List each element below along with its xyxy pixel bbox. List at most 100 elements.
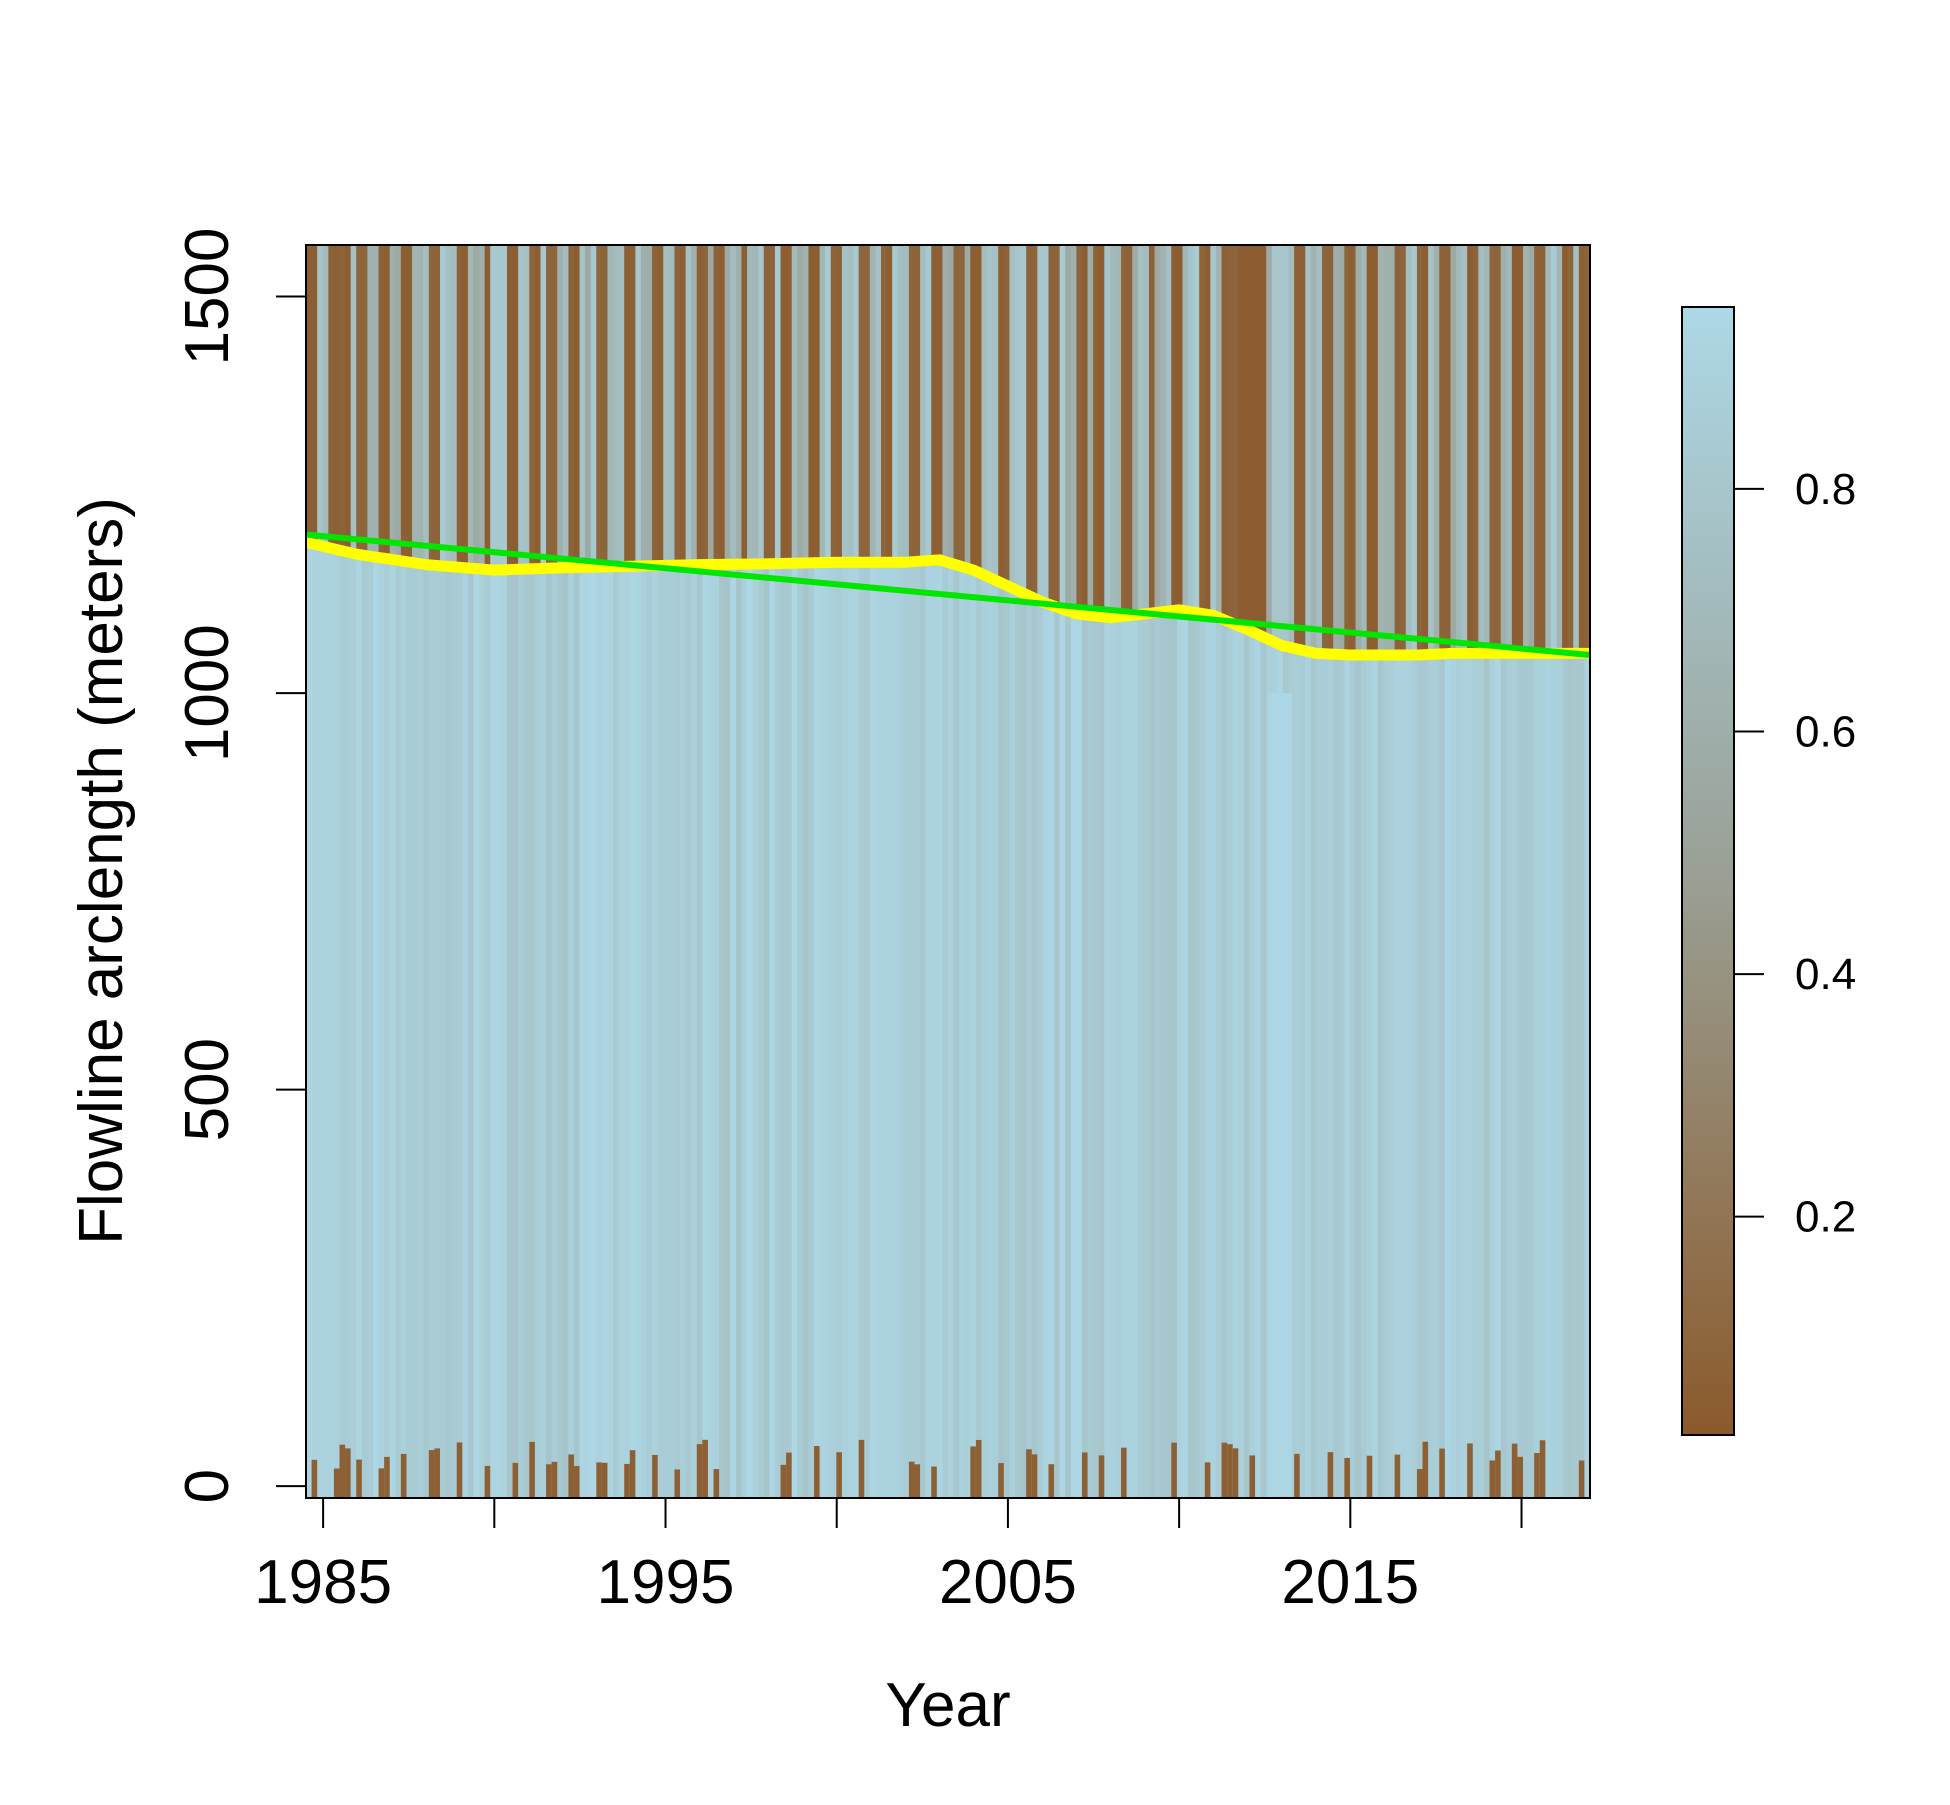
heatmap-cell [1444, 653, 1452, 1498]
heatmap-cell [1411, 245, 1418, 655]
heatmap-cell [590, 245, 597, 568]
heatmap-cell [1260, 245, 1267, 637]
heatmap-cell [1048, 605, 1055, 1498]
heatmap-cell [1539, 1440, 1546, 1498]
heatmap-cell [1495, 1450, 1502, 1498]
heatmap-cell [484, 569, 491, 1498]
heatmap-cell [914, 245, 921, 562]
heatmap-cell [713, 245, 720, 565]
heatmap-cell [685, 564, 692, 1498]
heatmap-cell [495, 570, 502, 1498]
heatmap-cell [406, 245, 413, 563]
heatmap-cell [506, 245, 514, 570]
heatmap-cell [1327, 654, 1334, 1498]
heatmap-cell [830, 562, 837, 1498]
heatmap-cell [1154, 245, 1161, 613]
heatmap-cell [1104, 617, 1111, 1498]
heatmap-cell [395, 560, 402, 1498]
heatmap-cell [417, 245, 424, 564]
heatmap-cell [356, 554, 363, 1498]
heatmap-cell [1294, 245, 1301, 649]
heatmap-cell [975, 245, 983, 573]
heatmap-cell [774, 245, 782, 564]
heatmap-cell [445, 566, 452, 1498]
heatmap-cell [691, 245, 698, 565]
heatmap-cell [1489, 653, 1496, 1498]
heatmap-cell [931, 245, 938, 561]
heatmap-cell [1439, 1448, 1446, 1498]
heatmap-cell [361, 555, 369, 1498]
heatmap-cell [1232, 624, 1239, 1498]
heatmap-cell [668, 245, 676, 566]
heatmap-cell [1221, 1442, 1228, 1498]
heatmap-cell [1389, 655, 1396, 1498]
heatmap-cell [908, 561, 916, 1498]
heatmap-cell [747, 564, 754, 1498]
heatmap-cell [1031, 598, 1038, 1498]
heatmap-cell [1268, 693, 1293, 1498]
heatmap-cell [674, 245, 681, 566]
heatmap-cell [1260, 636, 1267, 1498]
heatmap-cell [1416, 245, 1424, 655]
heatmap-cell [1483, 245, 1491, 654]
heatmap-cell [317, 545, 324, 1498]
heatmap-cell [1428, 245, 1435, 655]
heatmap-cell [1517, 653, 1524, 1498]
heatmap-cell [596, 566, 603, 1498]
heatmap-cell [674, 1469, 681, 1498]
heatmap-cell [1428, 654, 1435, 1498]
heatmap-cell [713, 564, 720, 1498]
heatmap-cell [1148, 245, 1156, 613]
heatmap-cell [311, 245, 318, 545]
heatmap-cell [1349, 655, 1357, 1498]
heatmap-cell [964, 245, 971, 569]
heatmap-cell [1467, 1443, 1474, 1498]
heatmap-cell [1137, 614, 1144, 1498]
heatmap-cell [601, 566, 609, 1498]
heatmap-cell [769, 245, 776, 564]
heatmap-cell [970, 569, 977, 1498]
heatmap-cell [585, 567, 592, 1498]
heatmap-cell [1243, 245, 1251, 630]
heatmap-cell [557, 567, 564, 1498]
heatmap-cell [384, 245, 391, 559]
heatmap-cell [406, 562, 413, 1498]
colorbar-tick-label: 0.2 [1795, 1193, 1856, 1242]
heatmap-cell [875, 245, 882, 563]
heatmap-cell [1439, 653, 1446, 1498]
heatmap-cell [1009, 245, 1016, 588]
heatmap-cell [858, 1439, 865, 1498]
colorbar: 0.2 0.4 0.6 0.8 [1681, 306, 1856, 1436]
heatmap-cell [814, 245, 821, 563]
heatmap-cell [847, 245, 854, 563]
heatmap-cell [914, 1464, 921, 1498]
heatmap-cell [858, 562, 865, 1498]
heatmap-cell [713, 1469, 720, 1498]
heatmap-cell [1322, 245, 1329, 654]
heatmap-cell [1249, 631, 1256, 1498]
heatmap-cell [819, 245, 826, 563]
heatmap-cell [1372, 655, 1379, 1498]
heatmap-cell [763, 245, 770, 564]
heatmap-cell [808, 245, 815, 563]
heatmap-cell [1456, 245, 1463, 654]
heatmap-cell [948, 245, 955, 564]
heatmap-cell [1344, 245, 1351, 655]
heatmap-cell [529, 245, 536, 569]
heatmap-cell [451, 566, 458, 1498]
heatmap-cell [395, 245, 402, 561]
heatmap-cell [998, 582, 1005, 1498]
heatmap-cell [1171, 245, 1178, 611]
heatmap-cell [1444, 245, 1452, 654]
heatmap-cell [618, 566, 625, 1498]
heatmap-cell [640, 245, 648, 566]
heatmap-cell [953, 245, 960, 565]
heatmap-cell [1539, 653, 1546, 1498]
heatmap-cell [546, 1464, 553, 1498]
x-tick-label: 1995 [597, 1548, 735, 1617]
heatmap-cell [1405, 655, 1412, 1498]
heatmap-cell [853, 562, 860, 1498]
heatmap-cell [652, 1454, 659, 1498]
heatmap-cell [1394, 655, 1401, 1498]
heatmap-cell [378, 245, 385, 558]
